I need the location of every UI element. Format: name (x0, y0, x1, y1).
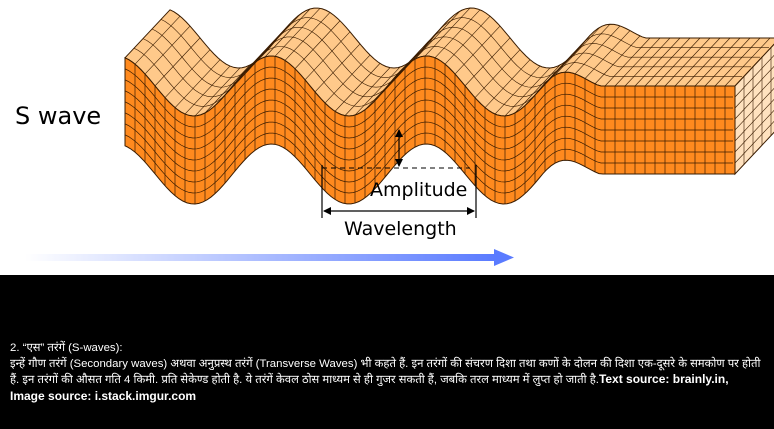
top-grid-depth (464, 37, 511, 87)
top-grid-depth (684, 37, 731, 87)
top-grid-depth (414, 10, 461, 60)
top-grid-depth (424, 7, 471, 57)
top-grid-depth (514, 64, 561, 114)
top-grid-depth (574, 25, 621, 75)
top-grid-depth (644, 37, 691, 87)
wavelength-arrowhead-left (323, 207, 331, 215)
top-grid-depth (634, 37, 681, 87)
caption-text: 2. “एस” तरंगें (S-waves): इन्हें गौण तरं… (10, 341, 766, 405)
front-grid-horizontal (124, 121, 733, 183)
top-grid-depth (654, 37, 701, 87)
top-grid-depth (314, 43, 361, 93)
amplitude-arrowhead-up (395, 129, 403, 137)
top-grid-depth (184, 65, 231, 115)
top-grid-depth (354, 66, 401, 116)
top-grid-depth (724, 37, 771, 87)
top-grid-depth (664, 37, 711, 87)
top-grid-depth (694, 37, 741, 87)
top-grid-depth (504, 67, 551, 117)
propagation-direction-arrow (25, 249, 514, 266)
front-grid-horizontal (124, 66, 733, 128)
top-grid-depth (434, 9, 481, 59)
top-grid-depth (614, 37, 661, 87)
top-grid-depth (344, 67, 391, 116)
caption-heading: 2. “एस” तरंगें (S-waves): (10, 342, 123, 354)
top-grid-depth (714, 37, 761, 87)
side-grid-horizontal (734, 98, 774, 142)
wave-block (124, 7, 774, 205)
top-grid-depth (474, 49, 521, 98)
amplitude-arrowhead-down (395, 159, 403, 167)
top-grid-depth (174, 59, 221, 108)
top-grid-depth (264, 8, 311, 58)
side-grid-horizontal (734, 87, 774, 131)
top-grid-depth (454, 25, 501, 75)
top-grid-depth (594, 35, 641, 85)
measurement-annotations (321, 129, 477, 218)
top-grid-depth (444, 15, 491, 65)
caption-source: Text source: brainly.in, Image source: i… (10, 372, 729, 403)
wavelength-arrowhead-right (467, 207, 475, 215)
wavelength-label: Wavelength (344, 218, 457, 240)
wave-type-label: S wave (15, 102, 102, 130)
side-grid-horizontal (734, 54, 774, 98)
top-grid-depth (564, 24, 611, 73)
s-wave-block-illustration (25, 7, 774, 266)
top-grid-depth (204, 64, 251, 114)
top-grid-depth (334, 63, 381, 112)
side-grid-horizontal (734, 109, 774, 153)
top-grid-depth (484, 59, 531, 108)
top-grid-depth (494, 65, 541, 115)
top-grid-depth (144, 25, 191, 75)
top-grid-depth (624, 37, 671, 87)
s-wave-figure: S wave Amplitude Wavelength (0, 0, 774, 275)
top-grid-depth (674, 37, 721, 87)
top-grid-depth (584, 30, 631, 79)
top-grid-depth (604, 37, 651, 87)
top-grid-depth (254, 14, 301, 63)
propagation-arrowhead (494, 249, 514, 266)
top-grid-depth (284, 12, 331, 61)
top-grid-depth (154, 37, 201, 87)
top-grid-depth (274, 8, 321, 57)
side-grid-horizontal (734, 76, 774, 120)
amplitude-label: Amplitude (370, 179, 468, 201)
top-grid-depth (304, 31, 351, 81)
top-grid-depth (324, 54, 371, 104)
top-grid-depth (164, 49, 211, 98)
top-grid-depth (364, 61, 411, 111)
front-grid-horizontal (124, 77, 733, 139)
caption-body: इन्हें गौण तरंगें (Secondary waves) अथवा… (10, 357, 761, 387)
top-grid-depth (134, 15, 181, 65)
front-grid-horizontal (124, 132, 733, 194)
top-grid-depth (194, 67, 241, 117)
top-grid-depth (294, 20, 341, 69)
top-grid-depth (704, 37, 751, 87)
side-grid-horizontal (734, 120, 774, 164)
top-grid-depth (554, 26, 601, 76)
front-grid-horizontal (124, 110, 733, 172)
top-grid-length (160, 17, 769, 78)
side-grid-horizontal (734, 65, 774, 109)
front-grid-horizontal (124, 99, 733, 161)
front-grid-horizontal (124, 88, 733, 150)
